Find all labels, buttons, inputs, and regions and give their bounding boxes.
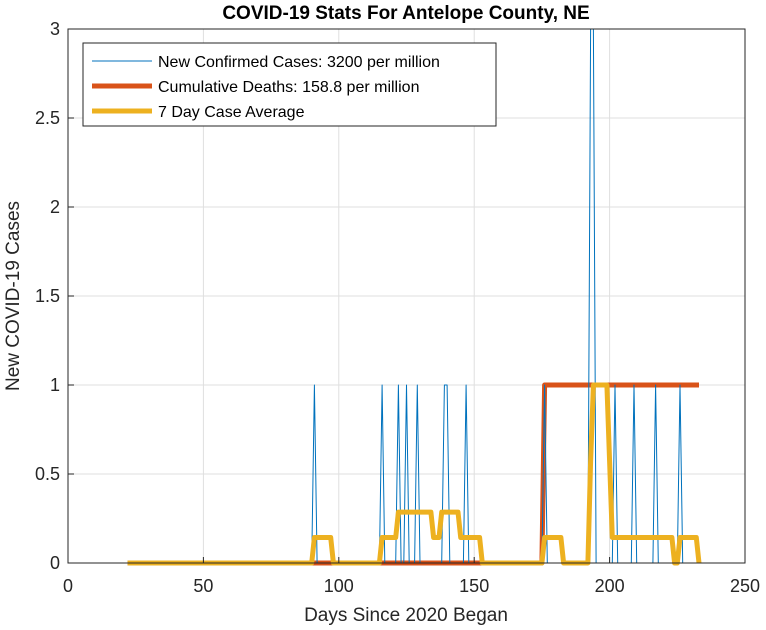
x-tick-label: 0 — [63, 576, 73, 596]
y-tick-label: 1.5 — [35, 286, 60, 306]
legend-label-1: New Confirmed Cases: 3200 per million — [158, 54, 440, 71]
y-axis-label: New COVID-19 Cases — [3, 201, 24, 391]
tick-marks — [67, 28, 746, 564]
y-tick-label: 2 — [50, 197, 60, 217]
x-tick-label: 50 — [193, 576, 213, 596]
x-tick-label: 150 — [459, 576, 489, 596]
legend-label-3: 7 Day Case Average — [158, 104, 305, 121]
chart-title: COVID-19 Stats For Antelope County, NE — [222, 3, 589, 24]
legend: New Confirmed Cases: 3200 per million Cum… — [82, 42, 497, 127]
y-tick-label: 0 — [50, 553, 60, 573]
tick-labels: 0 50 100 150 200 250 0 0.5 1 1.5 2 2.5 3 — [35, 19, 760, 596]
y-tick-label: 1 — [50, 375, 60, 395]
x-tick-label: 250 — [730, 576, 760, 596]
x-tick-label: 200 — [595, 576, 625, 596]
y-tick-label: 0.5 — [35, 464, 60, 484]
y-tick-label: 3 — [50, 19, 60, 39]
x-axis-label: Days Since 2020 Began — [304, 605, 508, 626]
y-tick-label: 2.5 — [35, 108, 60, 128]
legend-label-2: Cumulative Deaths: 158.8 per million — [158, 79, 419, 96]
x-tick-label: 100 — [324, 576, 354, 596]
series-line-3 — [127, 382, 702, 566]
